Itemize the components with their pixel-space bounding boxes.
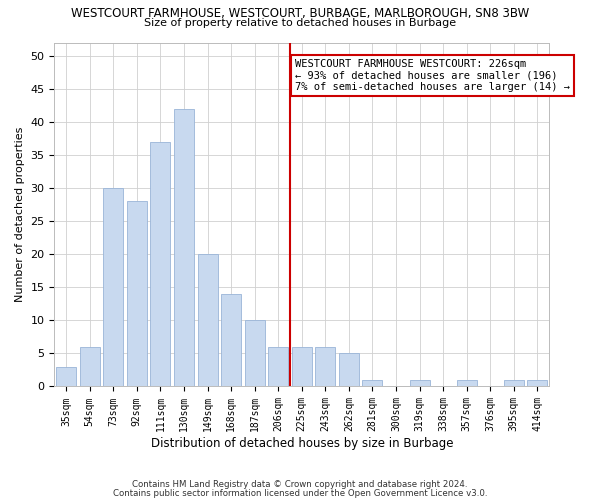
Bar — [457, 380, 476, 386]
Bar — [56, 366, 76, 386]
Bar — [197, 254, 218, 386]
Bar — [362, 380, 382, 386]
Bar — [410, 380, 430, 386]
Bar — [316, 347, 335, 387]
X-axis label: Distribution of detached houses by size in Burbage: Distribution of detached houses by size … — [151, 437, 453, 450]
Bar — [221, 294, 241, 386]
Bar — [527, 380, 547, 386]
Bar — [292, 347, 312, 387]
Bar — [151, 142, 170, 386]
Bar — [504, 380, 524, 386]
Bar — [174, 108, 194, 386]
Bar — [339, 354, 359, 386]
Bar — [245, 320, 265, 386]
Text: Contains public sector information licensed under the Open Government Licence v3: Contains public sector information licen… — [113, 488, 487, 498]
Y-axis label: Number of detached properties: Number of detached properties — [15, 127, 25, 302]
Bar — [103, 188, 124, 386]
Text: WESTCOURT FARMHOUSE, WESTCOURT, BURBAGE, MARLBOROUGH, SN8 3BW: WESTCOURT FARMHOUSE, WESTCOURT, BURBAGE,… — [71, 8, 529, 20]
Bar — [127, 202, 147, 386]
Text: WESTCOURT FARMHOUSE WESTCOURT: 226sqm
← 93% of detached houses are smaller (196): WESTCOURT FARMHOUSE WESTCOURT: 226sqm ← … — [295, 59, 570, 92]
Bar — [268, 347, 288, 387]
Text: Contains HM Land Registry data © Crown copyright and database right 2024.: Contains HM Land Registry data © Crown c… — [132, 480, 468, 489]
Text: Size of property relative to detached houses in Burbage: Size of property relative to detached ho… — [144, 18, 456, 28]
Bar — [80, 347, 100, 387]
